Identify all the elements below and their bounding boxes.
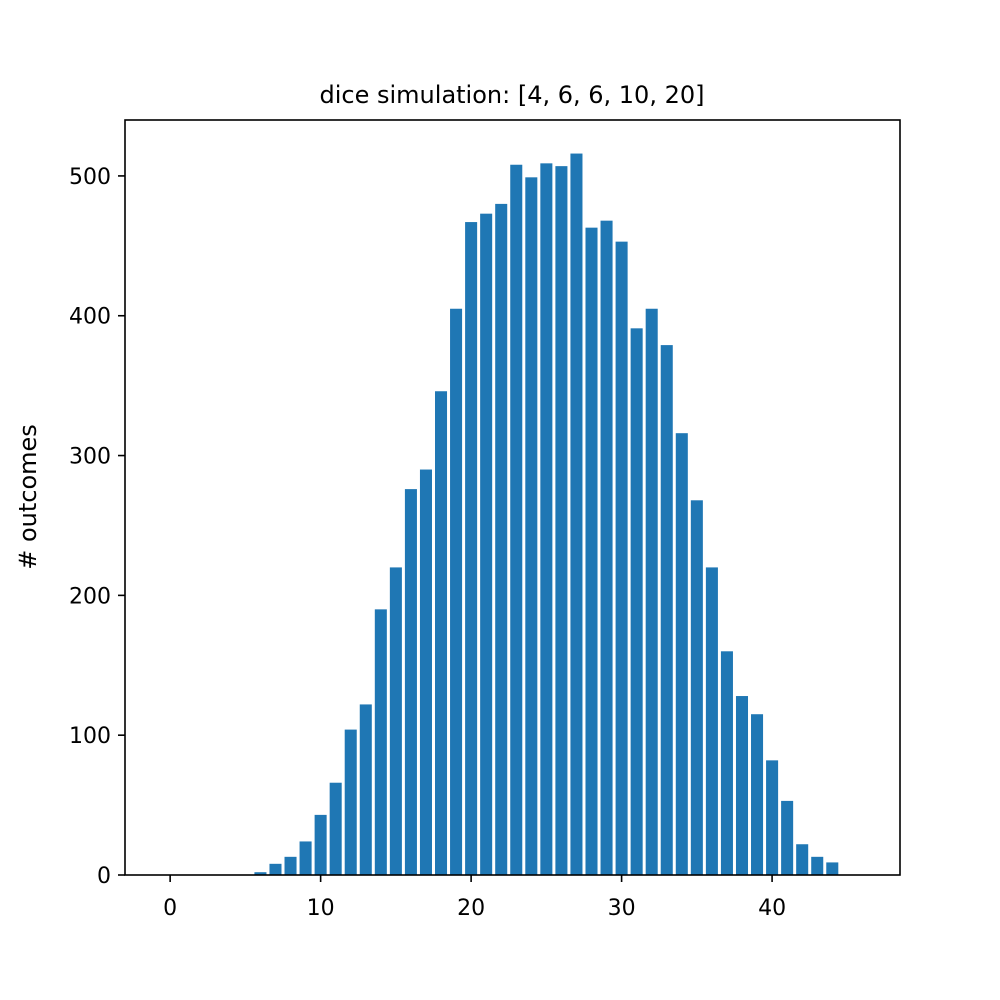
bar-24 bbox=[525, 177, 538, 875]
bar-33 bbox=[660, 345, 673, 876]
bar-8 bbox=[284, 856, 297, 875]
bar-37 bbox=[720, 651, 733, 875]
bar-19 bbox=[450, 308, 463, 875]
bar-25 bbox=[540, 163, 553, 875]
bar-14 bbox=[374, 609, 387, 875]
bar-21 bbox=[480, 213, 493, 876]
x-tick-label: 0 bbox=[163, 896, 177, 921]
y-tick-label: 400 bbox=[69, 305, 111, 330]
bar-15 bbox=[389, 567, 402, 875]
bar-13 bbox=[359, 704, 372, 875]
bar-7 bbox=[269, 863, 282, 875]
bar-23 bbox=[510, 164, 523, 876]
bar-18 bbox=[435, 391, 448, 875]
bar-20 bbox=[465, 222, 478, 875]
bar-17 bbox=[419, 469, 432, 875]
bar-38 bbox=[735, 696, 749, 875]
bar-28 bbox=[585, 227, 598, 875]
y-axis-label: # outcomes bbox=[14, 424, 42, 570]
y-tick-label: 100 bbox=[69, 724, 111, 749]
bar-40 bbox=[766, 760, 779, 875]
bar-11 bbox=[329, 782, 342, 875]
bar-9 bbox=[299, 841, 312, 875]
bar-44 bbox=[826, 862, 839, 875]
bar-10 bbox=[314, 814, 327, 875]
y-tick-label: 300 bbox=[69, 445, 111, 470]
plot-frame bbox=[124, 119, 901, 876]
bar-39 bbox=[751, 714, 764, 875]
x-tick-label: 20 bbox=[457, 896, 485, 921]
y-tick-label: 0 bbox=[97, 864, 111, 889]
bar-35 bbox=[690, 500, 703, 875]
bar-42 bbox=[796, 844, 809, 875]
x-tick-label: 10 bbox=[307, 896, 335, 921]
y-tick-label: 500 bbox=[69, 165, 111, 190]
bars bbox=[254, 153, 839, 876]
bar-26 bbox=[555, 166, 568, 875]
bar-31 bbox=[630, 328, 643, 875]
y-tick-label: 200 bbox=[69, 584, 111, 609]
bar-36 bbox=[705, 567, 718, 875]
bar-41 bbox=[781, 800, 794, 875]
bar-22 bbox=[495, 203, 508, 875]
bar-30 bbox=[615, 241, 628, 875]
bar-12 bbox=[344, 729, 357, 875]
bar-6 bbox=[254, 872, 267, 875]
bar-29 bbox=[600, 220, 613, 875]
chart-title: dice simulation: [4, 6, 6, 10, 20] bbox=[320, 81, 705, 109]
bar-32 bbox=[645, 308, 658, 875]
bar-27 bbox=[570, 153, 583, 876]
bar-43 bbox=[811, 856, 824, 875]
x-tick-label: 30 bbox=[608, 896, 636, 921]
bar-34 bbox=[675, 433, 688, 875]
x-tick-label: 40 bbox=[758, 896, 786, 921]
bar-16 bbox=[404, 489, 417, 875]
